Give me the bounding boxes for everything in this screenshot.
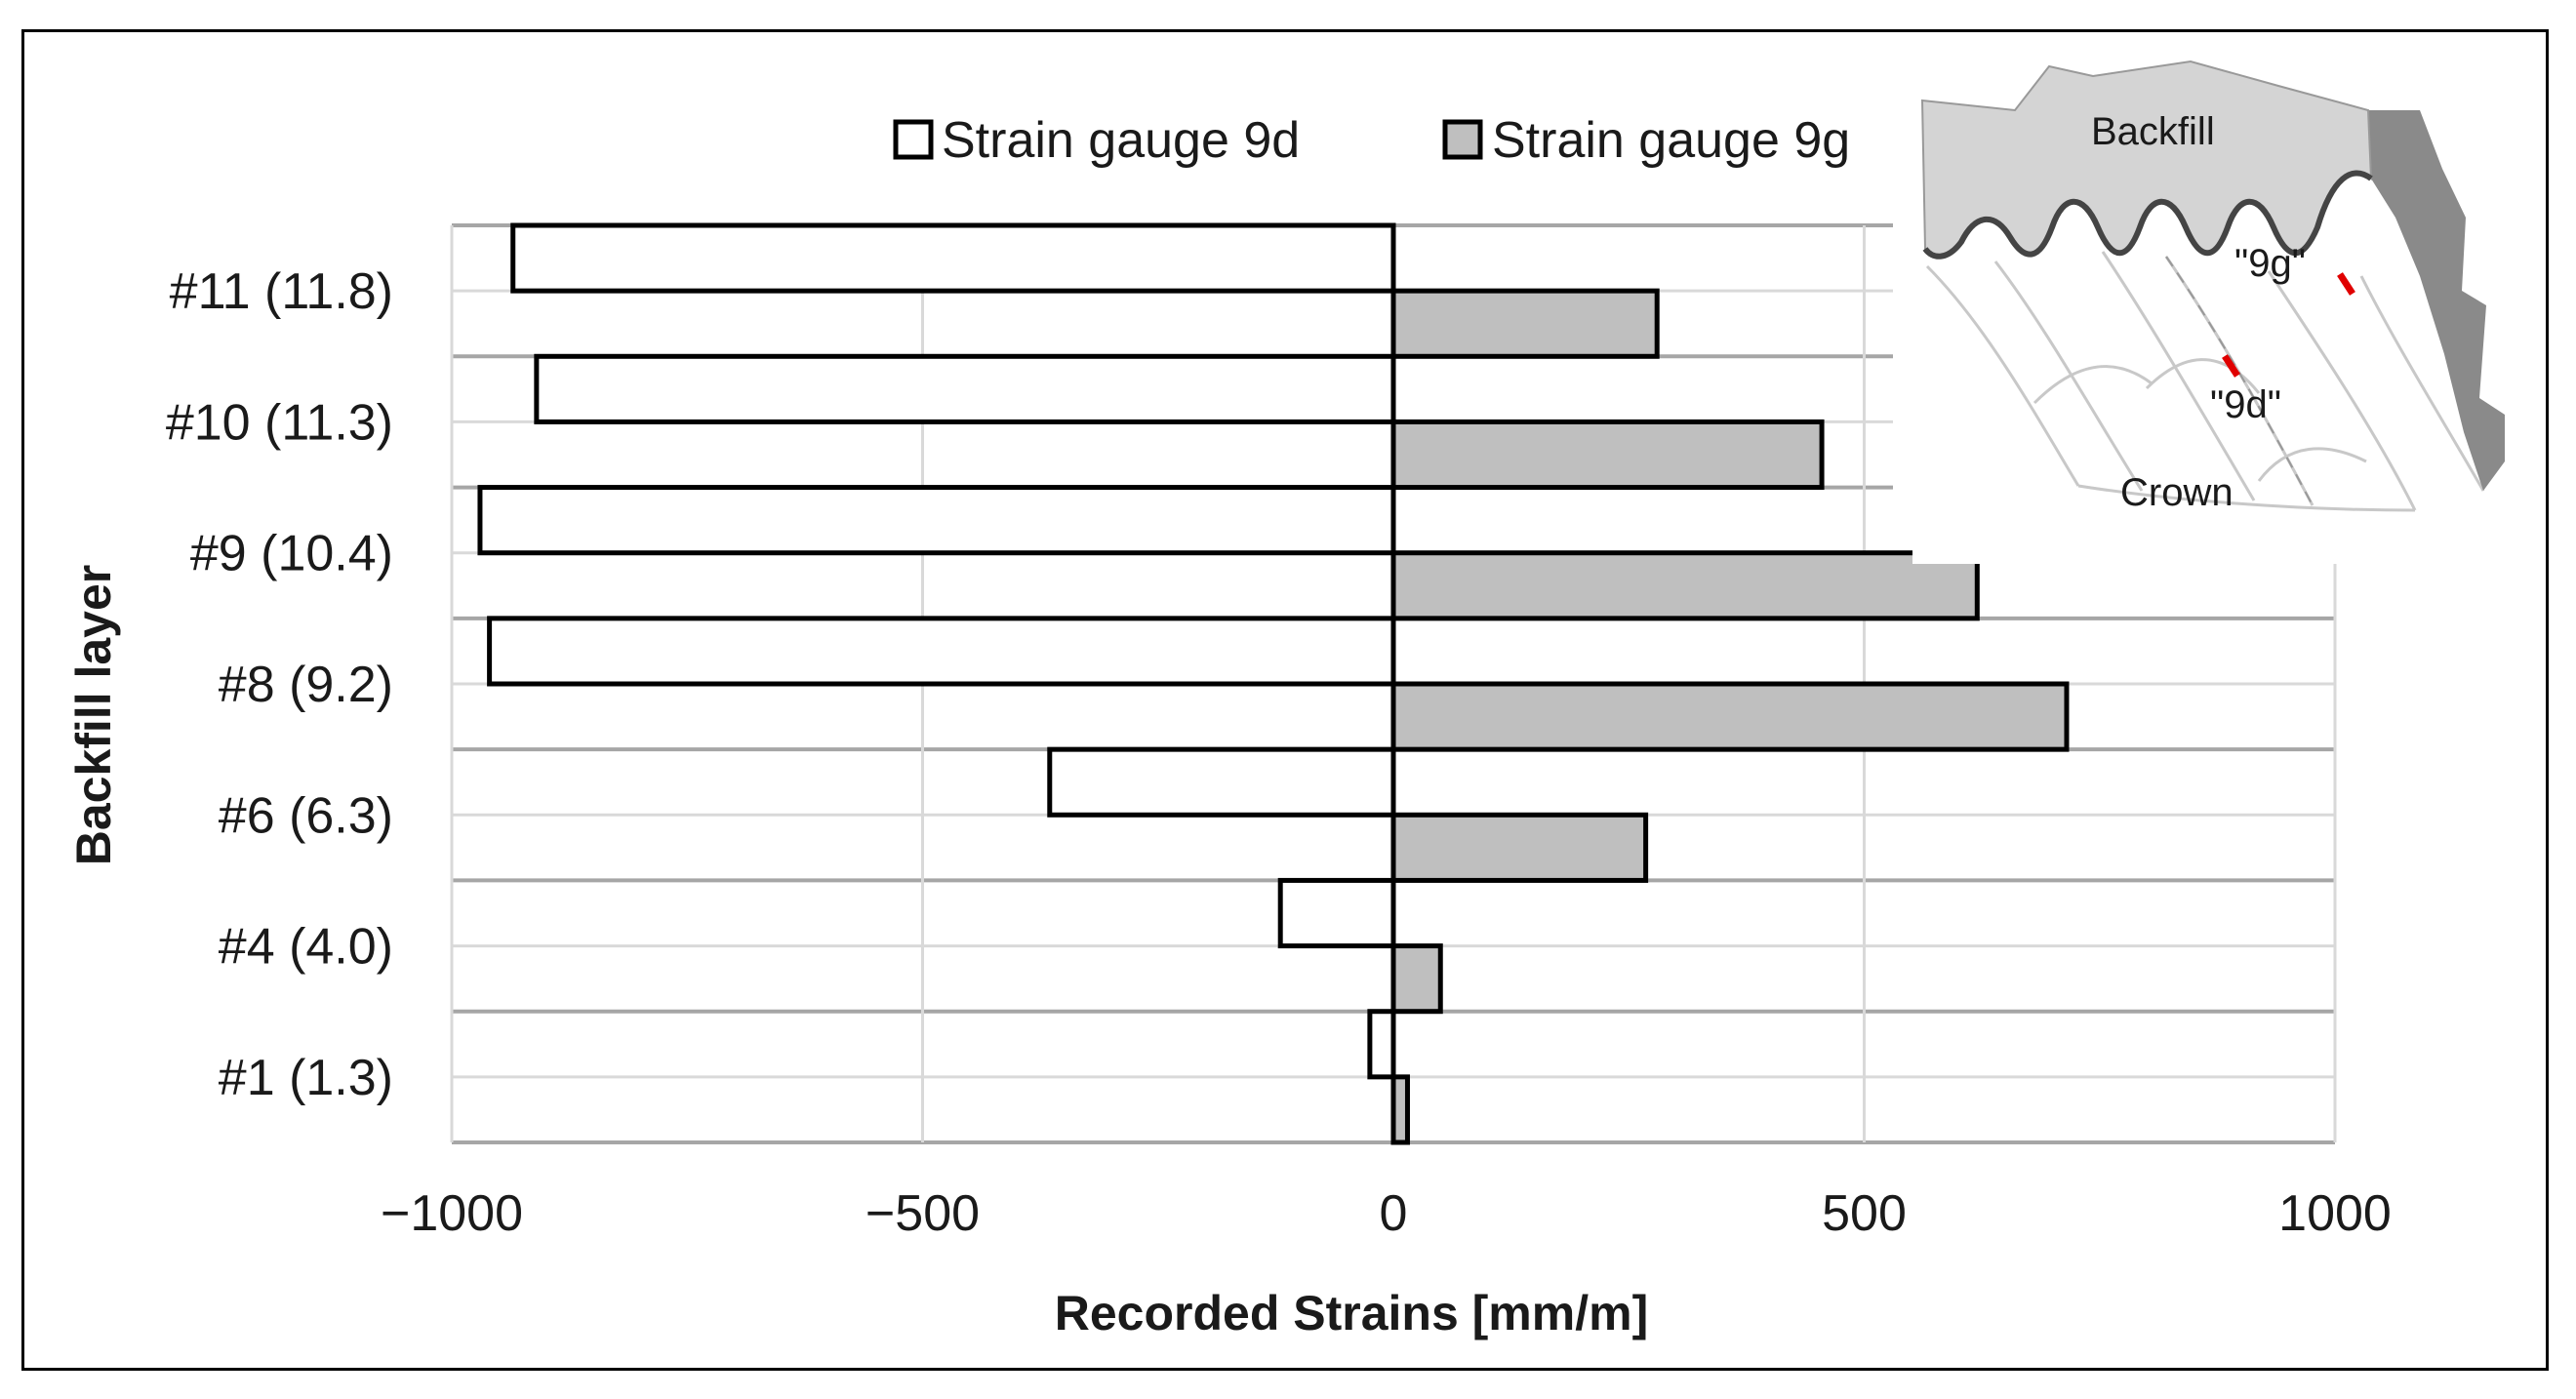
bar-9g xyxy=(1390,288,1660,359)
y-tick-label: #8 (9.2) xyxy=(219,657,393,713)
dashed-rib-line xyxy=(2165,256,2314,506)
x-tick-label: 0 xyxy=(1380,1185,1408,1242)
x-tick-labels: −1000 −500 0 500 1000 xyxy=(381,1185,2392,1242)
x-tick-label: 500 xyxy=(1822,1185,1907,1242)
side-wall xyxy=(2368,110,2505,491)
bar-9g xyxy=(1390,550,1980,621)
x-tick-label: −1000 xyxy=(381,1185,523,1242)
bar-9d xyxy=(510,222,1396,294)
legend: Strain gauge 9d Strain gauge 9g xyxy=(893,112,1850,169)
bar-9d xyxy=(477,485,1396,556)
corrugated-profile xyxy=(1922,170,2373,260)
x-axis-title: Recorded Strains [mm/m] xyxy=(1055,1286,1648,1340)
arch-inset-diagram: Backfill "9g" "9d" Crown xyxy=(1912,60,2508,564)
bar-9d xyxy=(1047,746,1396,818)
gauge-9d-marker xyxy=(2222,354,2240,378)
bar-9g xyxy=(1390,812,1649,883)
inset-label-backfill: Backfill xyxy=(2091,110,2215,153)
bars xyxy=(477,222,2070,1145)
y-tick-label: #6 (6.3) xyxy=(219,787,393,844)
y-tick-label: #10 (11.3) xyxy=(166,394,393,451)
bar-9g xyxy=(1390,681,2070,752)
legend-label-9g: Strain gauge 9g xyxy=(1492,112,1850,169)
y-tick-label: #9 (10.4) xyxy=(190,526,393,582)
x-tick-label: 1000 xyxy=(2278,1185,2392,1242)
bar-9g xyxy=(1390,943,1443,1015)
bar-9d xyxy=(1277,877,1396,949)
bar-9g xyxy=(1390,419,1825,491)
gauge-9g-marker xyxy=(2337,272,2355,296)
legend-label-9d: Strain gauge 9d xyxy=(942,112,1300,169)
inset-label-9d: "9d" xyxy=(2210,383,2281,426)
legend-swatch-9g xyxy=(1442,119,1483,160)
bar-9d xyxy=(487,616,1396,687)
inset-label-9g: "9g" xyxy=(2234,242,2306,285)
y-tick-label: #4 (4.0) xyxy=(219,919,393,976)
y-tick-labels: #11 (11.8) #10 (11.3) #9 (10.4) #8 (9.2) #6 … xyxy=(166,263,393,1106)
chart-frame: #11 (11.8) #10 (11.3) #9 (10.4) #8 (9.2) #6 … xyxy=(21,29,2549,1371)
bar-9d xyxy=(534,353,1396,424)
y-tick-label: #11 (11.8) xyxy=(170,263,393,320)
strain-chart: #11 (11.8) #10 (11.3) #9 (10.4) #8 (9.2) #6 … xyxy=(66,60,2508,1340)
y-tick-label: #1 (1.3) xyxy=(219,1050,393,1106)
y-axis-title: Backfill layer xyxy=(66,565,121,866)
bar-9d xyxy=(1367,1009,1396,1080)
inset-label-crown: Crown xyxy=(2120,471,2234,514)
legend-swatch-9d xyxy=(893,119,934,160)
x-tick-label: −500 xyxy=(865,1185,980,1242)
